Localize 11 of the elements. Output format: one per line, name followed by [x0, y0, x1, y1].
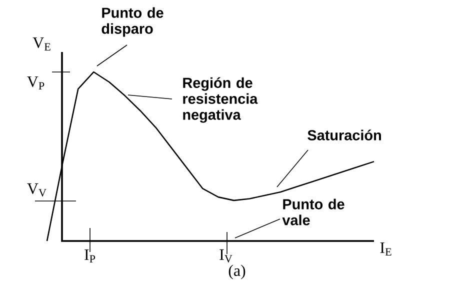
annotation: Saturación	[308, 130, 381, 140]
x-axis-title: I$_{E}$	[380, 242, 392, 256]
text: Punto de disparo	[102, 7, 164, 37]
annotation: V$_{P}$	[27, 76, 44, 90]
y-axis-title: V$_{E}$	[32, 37, 50, 51]
text: I$_{V}$	[220, 249, 232, 263]
annotation: V$_{V}$	[27, 183, 46, 197]
text: (a)	[228, 264, 246, 280]
text: I$_{P}$	[84, 249, 96, 263]
annotation: Región de resistencia negativa	[183, 77, 258, 123]
annotation: Punto de vale	[282, 198, 344, 226]
